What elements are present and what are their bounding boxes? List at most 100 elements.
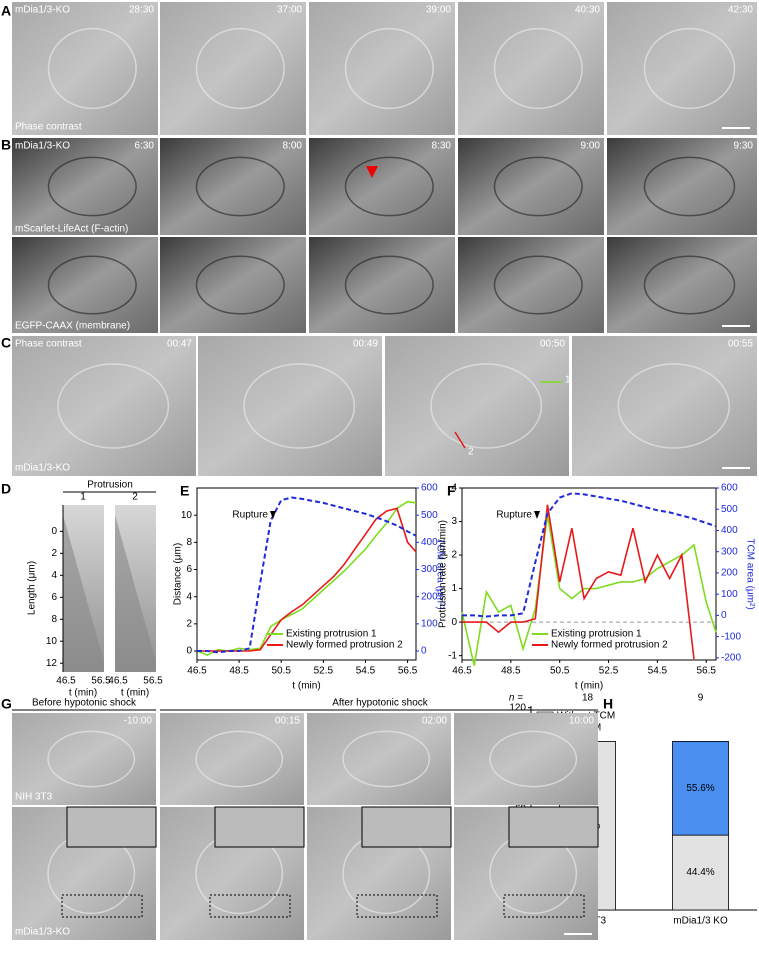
cell-shape [493, 156, 583, 217]
x-tick-label: 56.5 [398, 666, 418, 677]
panel-label: F [447, 483, 456, 499]
micrograph [12, 138, 158, 235]
y2-tick-label: 500 [721, 504, 738, 515]
n-label: n = [509, 693, 523, 704]
cell-shape [493, 27, 583, 110]
micrograph [12, 713, 156, 805]
x-tick-label: 54.5 [356, 666, 376, 677]
y-axis-label: Distance (μm) [173, 543, 184, 605]
time-stamp: -10:00 [124, 716, 153, 727]
x-tick-label: mDia1/3 KO [673, 916, 728, 927]
y-tick-label: 2 [186, 619, 192, 630]
cell-shape [643, 255, 736, 315]
cell-shape [344, 156, 434, 217]
x-axis-label: t (min) [121, 688, 149, 699]
value-label: 44.4% [686, 867, 714, 878]
x-tick-label: 50.5 [550, 666, 570, 677]
cell-shape [195, 255, 285, 315]
x-tick-label: 48.5 [229, 666, 249, 677]
micrograph [607, 138, 757, 235]
y2-tick-label: 600 [421, 483, 438, 494]
inset-region [503, 894, 585, 918]
inset [66, 806, 157, 848]
series-line [197, 496, 417, 654]
inset [214, 806, 305, 848]
time-stamp: 00:50 [540, 339, 565, 350]
panel-label: C [1, 335, 11, 351]
channel-label: Phase contrast [15, 122, 82, 133]
n-count: 18 [582, 693, 594, 704]
time-stamp: 00:49 [353, 339, 378, 350]
inset [508, 806, 599, 848]
y-tick-label: 120 [509, 702, 526, 713]
x-axis-label: t (min) [292, 681, 320, 692]
series-line [462, 504, 695, 660]
time-stamp: 9:00 [581, 141, 601, 152]
x-tick-label: 46.5 [108, 676, 128, 687]
y2-tick-label: 600 [721, 483, 738, 494]
panel-label: E [180, 483, 189, 499]
bar-segment [672, 741, 729, 836]
micrograph [572, 336, 757, 476]
y-tick-label: 6 [186, 564, 192, 575]
cell-shape [47, 730, 136, 788]
x-tick-label: 54.5 [648, 666, 668, 677]
y-tick-label: 2 [51, 548, 57, 559]
time-stamp: 8:00 [283, 141, 303, 152]
micrograph [458, 237, 604, 333]
time-stamp: 40:30 [575, 5, 600, 16]
y-tick-label: 0 [186, 646, 192, 657]
y2-tick-label: 100 [721, 589, 738, 600]
panel-label: D [1, 481, 11, 497]
y2-axis-label: TCM area (μm²) [744, 538, 755, 609]
cell-label: NIH 3T3 [15, 792, 53, 803]
time-stamp: 9:30 [734, 141, 754, 152]
plot-frame [461, 487, 717, 661]
x-tick-label: 46.5 [56, 676, 76, 687]
plot-frame [196, 487, 417, 661]
micrograph [198, 336, 382, 476]
cell-shape [344, 27, 434, 110]
cell-shape [47, 27, 137, 110]
micrograph [607, 237, 757, 333]
y-tick-label: 4 [51, 570, 57, 581]
micrograph [607, 2, 757, 135]
cell-shape [47, 156, 137, 217]
micrograph [160, 713, 304, 805]
kymograph-label: 1 [80, 492, 86, 503]
time-stamp: 37:00 [277, 5, 302, 16]
legend-label: Existing protrusion 1 [551, 629, 642, 640]
micrograph [160, 2, 306, 135]
y2-tick-label: -200 [721, 653, 741, 664]
time-stamp: 02:00 [422, 716, 447, 727]
channel-label: Phase contrast [15, 339, 82, 350]
series-line [197, 507, 417, 652]
y2-tick-label: 200 [721, 568, 738, 579]
y2-tick-label: 400 [721, 525, 738, 536]
cell-label: mDia1/3-KO [15, 5, 70, 16]
y-tick-label: 3 [451, 516, 457, 527]
kymograph-title: Protrusion [87, 480, 133, 491]
cell-shape [47, 255, 137, 315]
cell-shape [57, 363, 170, 449]
micrograph [160, 138, 306, 235]
y-tick-label: 2 [451, 550, 457, 561]
micrograph [309, 138, 455, 235]
kymograph-edge [115, 515, 156, 672]
micrograph [160, 237, 306, 333]
inset-region [209, 894, 291, 918]
series-line [462, 492, 717, 618]
legend-label: Newly formed protrusion 2 [551, 640, 668, 651]
marker-label: 1 [565, 375, 571, 386]
y2-tick-label: 400 [421, 537, 438, 548]
y-tick-label: 4 [451, 483, 457, 494]
cell-shape [430, 363, 543, 449]
micrograph [309, 237, 455, 333]
micrograph [12, 237, 158, 333]
x-tick-label: 52.5 [599, 666, 619, 677]
y2-tick-label: 0 [421, 646, 427, 657]
y-axis-label: Protrusion rate (μm/min) [438, 520, 449, 628]
inset-region [356, 894, 438, 918]
x-tick-label: 56.5 [91, 676, 111, 687]
y2-tick-label: 300 [721, 546, 738, 557]
